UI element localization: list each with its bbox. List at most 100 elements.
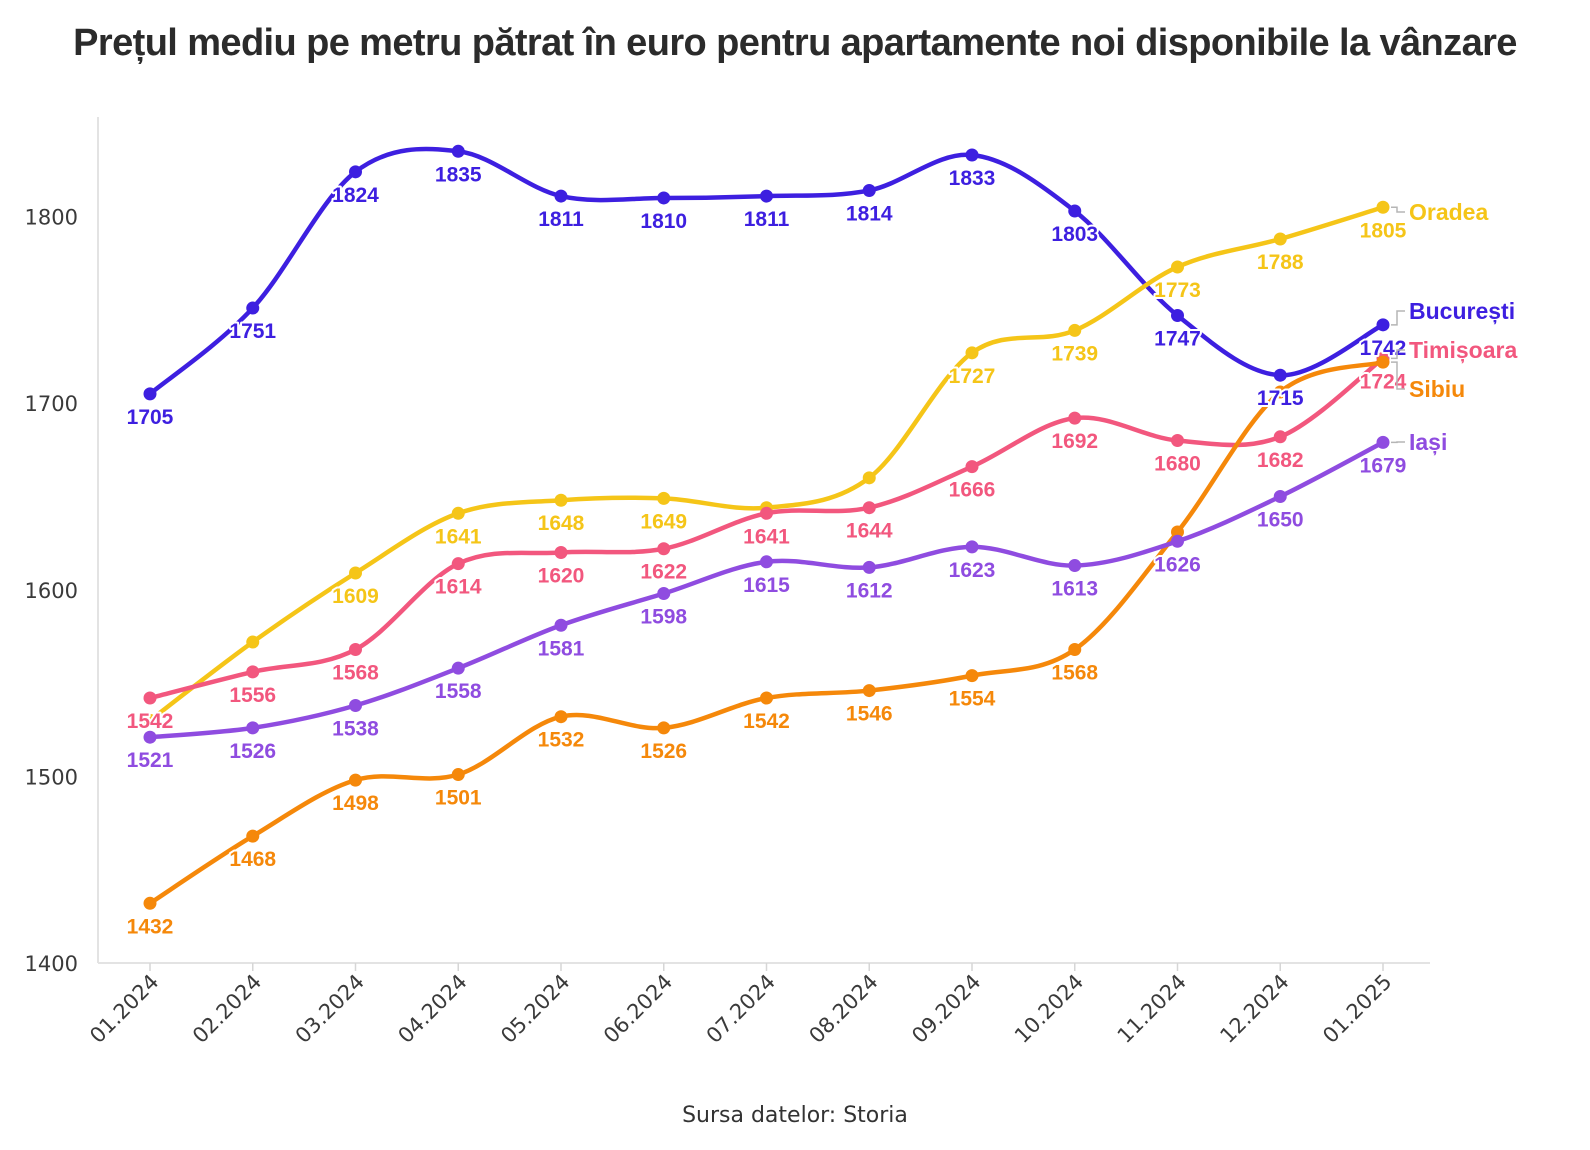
data-point-timisoara xyxy=(965,460,979,474)
data-label-timisoara: 1641 xyxy=(743,525,790,548)
data-label-iasi: 1613 xyxy=(1051,578,1098,601)
data-point-iasi xyxy=(349,698,362,712)
data-label-sibiu: 1468 xyxy=(229,848,276,871)
data-point-oradea xyxy=(451,506,465,520)
data-label-bucuresti: 1833 xyxy=(949,167,996,190)
data-label-bucuresti: 1835 xyxy=(435,163,482,186)
data-point-sibiu xyxy=(760,691,773,705)
data-point-oradea xyxy=(349,566,362,580)
data-label-timisoara: 1542 xyxy=(127,710,174,733)
series-name-sibiu: Sibiu xyxy=(1409,376,1465,402)
data-label-timisoara: 1620 xyxy=(538,564,585,587)
data-label-bucuresti: 1742 xyxy=(1360,337,1407,360)
x-tick-label: 07.2024 xyxy=(702,970,780,1048)
data-label-oradea: 1641 xyxy=(435,525,482,548)
data-label-timisoara: 1666 xyxy=(949,479,996,502)
data-point-sibiu xyxy=(1068,643,1082,657)
data-point-bucuresti xyxy=(965,148,979,162)
data-point-bucuresti xyxy=(349,165,362,179)
data-label-oradea: 1773 xyxy=(1154,279,1201,302)
data-point-sibiu xyxy=(349,773,362,787)
data-label-sibiu: 1542 xyxy=(743,710,790,733)
data-label-oradea: 1609 xyxy=(332,585,379,608)
data-point-iasi xyxy=(143,730,157,744)
data-point-timisoara xyxy=(1171,434,1184,448)
data-label-timisoara: 1622 xyxy=(640,561,687,584)
data-point-sibiu xyxy=(862,684,876,698)
x-tick-label: 06.2024 xyxy=(599,970,677,1048)
data-point-bucuresti xyxy=(246,301,260,315)
x-tick-label: 10.2024 xyxy=(1010,970,1088,1048)
data-label-iasi: 1558 xyxy=(435,680,482,703)
data-label-timisoara: 1724 xyxy=(1360,370,1407,393)
data-label-sibiu: 1501 xyxy=(435,787,482,810)
data-label-oradea: 1648 xyxy=(538,512,585,535)
data-point-sibiu xyxy=(1376,355,1390,369)
series-legend-labels: București Oradea Timișoara Sibiu Iași xyxy=(1391,199,1517,456)
data-point-timisoara xyxy=(862,501,876,515)
data-label-timisoara: 1556 xyxy=(229,684,276,707)
x-tick-label: 05.2024 xyxy=(496,970,574,1048)
data-point-oradea xyxy=(1171,260,1184,274)
data-point-sibiu xyxy=(554,710,568,724)
series-name-connector-bucuresti xyxy=(1391,310,1405,326)
data-point-timisoara xyxy=(451,557,465,571)
data-label-timisoara: 1568 xyxy=(332,662,379,685)
data-point-sibiu xyxy=(246,829,260,843)
data-label-sibiu: 1554 xyxy=(949,688,996,711)
x-tick-label: 01.2025 xyxy=(1318,970,1396,1048)
y-tick-label: 1700 xyxy=(25,392,78,416)
data-label-iasi: 1679 xyxy=(1360,454,1407,477)
data-point-oradea xyxy=(246,635,260,649)
data-label-bucuresti: 1715 xyxy=(1257,387,1304,410)
data-point-oradea xyxy=(1376,200,1390,214)
data-point-bucuresti xyxy=(862,183,876,197)
data-label-bucuresti: 1803 xyxy=(1051,223,1098,246)
x-tick-label: 02.2024 xyxy=(188,970,266,1048)
y-tick-label: 1400 xyxy=(25,952,78,976)
data-label-oradea: 1788 xyxy=(1257,251,1304,274)
data-point-iasi xyxy=(451,661,465,675)
data-point-iasi xyxy=(657,587,671,601)
data-point-oradea xyxy=(862,471,876,485)
data-point-timisoara xyxy=(760,506,773,520)
data-point-bucuresti xyxy=(554,189,568,203)
data-point-sibiu xyxy=(451,768,465,782)
data-label-oradea: 1649 xyxy=(640,510,687,533)
data-label-bucuresti: 1811 xyxy=(744,208,790,231)
data-point-timisoara xyxy=(1273,430,1287,444)
data-label-sibiu: 1532 xyxy=(538,729,585,752)
chart-axes: 1400 1500 1600 1700 1800 01.2024 02.2024 03.202… xyxy=(25,117,1430,1048)
data-point-timisoara xyxy=(349,643,362,657)
y-tick-label: 1600 xyxy=(25,579,78,603)
series-name-connector-sibiu xyxy=(1391,361,1405,390)
data-label-iasi: 1521 xyxy=(127,749,174,772)
data-label-iasi: 1615 xyxy=(743,574,790,597)
series-name-bucuresti: București xyxy=(1409,298,1515,325)
x-tick-label: 04.2024 xyxy=(393,970,471,1048)
data-point-iasi xyxy=(862,560,876,574)
data-point-bucuresti xyxy=(1171,308,1184,322)
data-point-bucuresti xyxy=(451,144,465,158)
data-point-iasi xyxy=(554,618,568,632)
x-tick-label: 12.2024 xyxy=(1215,970,1293,1048)
data-point-iasi xyxy=(246,721,260,735)
x-tick-label: 11.2024 xyxy=(1113,970,1191,1048)
data-point-oradea xyxy=(1273,232,1287,246)
data-point-timisoara xyxy=(554,545,568,559)
data-point-oradea xyxy=(965,346,979,360)
data-label-iasi: 1598 xyxy=(640,606,687,629)
data-label-sibiu: 1568 xyxy=(1051,662,1098,685)
y-tick-label: 1800 xyxy=(25,206,78,230)
data-point-iasi xyxy=(1068,559,1082,573)
data-label-sibiu: 1432 xyxy=(127,915,174,938)
series-name-oradea: Oradea xyxy=(1409,199,1488,225)
data-label-sibiu: 1546 xyxy=(846,703,893,726)
data-label-oradea: 1739 xyxy=(1051,342,1098,365)
series-name-connector-timisoara xyxy=(1391,349,1405,360)
data-point-iasi xyxy=(1273,490,1287,503)
data-label-bucuresti: 1824 xyxy=(332,184,379,207)
data-point-timisoara xyxy=(657,542,671,556)
chart-title: Prețul mediu pe metru pătrat în euro pen… xyxy=(73,22,1517,64)
